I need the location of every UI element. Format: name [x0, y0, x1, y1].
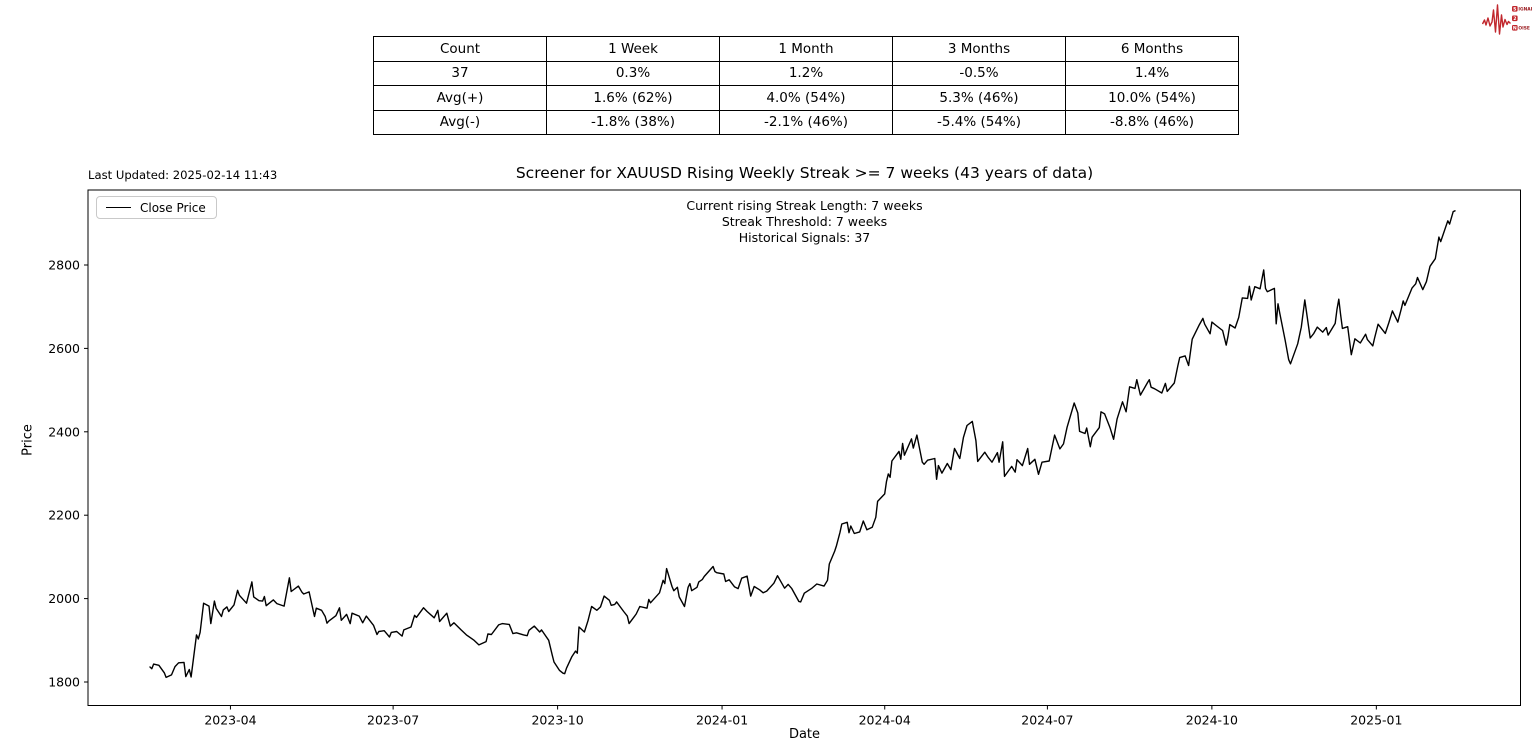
- annotation-historical-signals: Historical Signals: 37: [738, 230, 871, 246]
- x-tick-label: 2024-10: [1186, 713, 1238, 728]
- table-cell: -1.8% (38%): [546, 109, 720, 135]
- logo-n-badge: [1512, 25, 1518, 31]
- table-cell: 1 Month: [719, 36, 893, 62]
- table-cell: 1 Week: [546, 36, 720, 62]
- annotation-block: Current rising Streak Length: 7 weeks St…: [88, 198, 1521, 247]
- annotation-streak-length: Current rising Streak Length: 7 weeks: [686, 198, 923, 213]
- logo-s-letter: S: [1513, 7, 1516, 13]
- annotation-streak-threshold: Streak Threshold: 7 weeks: [721, 214, 888, 230]
- x-tick-label: 2025-01: [1350, 713, 1402, 728]
- price-chart: 2023-04 2023-07 2023-10 2024-01 2024-04 2024-…: [48, 189, 1521, 728]
- table-cell: 37: [373, 60, 547, 86]
- x-tick-label: 2023-10: [531, 713, 583, 728]
- x-tick-label: 2024-04: [859, 713, 911, 728]
- table-cell: 0.3%: [546, 60, 720, 86]
- table-cell: 10.0% (54%): [1065, 85, 1239, 111]
- close-price-line: [149, 210, 1456, 679]
- y-tick-label: 2800: [48, 258, 80, 273]
- y-tick-label: 2000: [48, 591, 80, 606]
- logo-n-letter: N: [1513, 26, 1517, 32]
- plot-border: [87, 189, 1521, 706]
- logo-signal-text: IGNAL: [1518, 7, 1532, 13]
- legend: Close Price: [96, 196, 217, 219]
- table-cell: -2.1% (46%): [719, 109, 893, 135]
- table-cell: 1.2%: [719, 60, 893, 86]
- table-cell: Count: [373, 36, 547, 62]
- table-header-row: Count 1 Week 1 Month 3 Months 6 Months: [373, 36, 1239, 62]
- logo-2-badge: [1512, 15, 1518, 22]
- table-row: 37 0.3% 1.2% -0.5% 1.4%: [373, 60, 1239, 86]
- table-cell: Avg(-): [373, 109, 547, 135]
- y-tick-label: 2600: [48, 341, 80, 356]
- logo-noise-text: OISE: [1518, 26, 1530, 32]
- table-cell: -5.4% (54%): [892, 109, 1066, 135]
- table-cell: 4.0% (54%): [719, 85, 893, 111]
- x-tick-label: 2023-04: [204, 713, 256, 728]
- last-updated-label: Last Updated: 2025-02-14 11:43: [88, 168, 278, 182]
- table-cell: -0.5%: [892, 60, 1066, 86]
- x-tick-label: 2024-07: [1021, 713, 1073, 728]
- y-tick-label: 1800: [48, 675, 80, 690]
- table-cell: 3 Months: [892, 36, 1066, 62]
- table-cell: -8.8% (46%): [1065, 109, 1239, 135]
- x-tick-label: 2023-07: [367, 713, 419, 728]
- y-tick-label: 2400: [48, 424, 80, 439]
- y-tick-label: 2200: [48, 508, 80, 523]
- table-cell: 6 Months: [1065, 36, 1239, 62]
- table-row: Avg(+) 1.6% (62%) 4.0% (54%) 5.3% (46%) 10.0…: [373, 85, 1239, 111]
- table-row: Avg(-) -1.8% (38%) -2.1% (46%) -5.4% (54%) -…: [373, 109, 1239, 135]
- signal2noise-logo: S IGNAL 2 N OISE: [1482, 4, 1532, 35]
- legend-line-sample: [106, 207, 131, 208]
- table-cell: 1.6% (62%): [546, 85, 720, 111]
- logo-2-digit: 2: [1513, 16, 1516, 22]
- x-tick-label: 2024-01: [696, 713, 748, 728]
- table-cell: 5.3% (46%): [892, 85, 1066, 111]
- logo-s-badge: [1512, 6, 1518, 12]
- table-cell: 1.4%: [1065, 60, 1239, 86]
- logo-waveform-icon: [1482, 4, 1511, 35]
- table-cell: Avg(+): [373, 85, 547, 111]
- chart-title: Screener for XAUUSD Rising Weekly Streak…: [515, 164, 1094, 182]
- legend-label: Close Price: [140, 200, 206, 215]
- x-axis-label: Date: [788, 727, 821, 742]
- stats-table: Count 1 Week 1 Month 3 Months 6 Months 37 0.3%…: [373, 36, 1239, 135]
